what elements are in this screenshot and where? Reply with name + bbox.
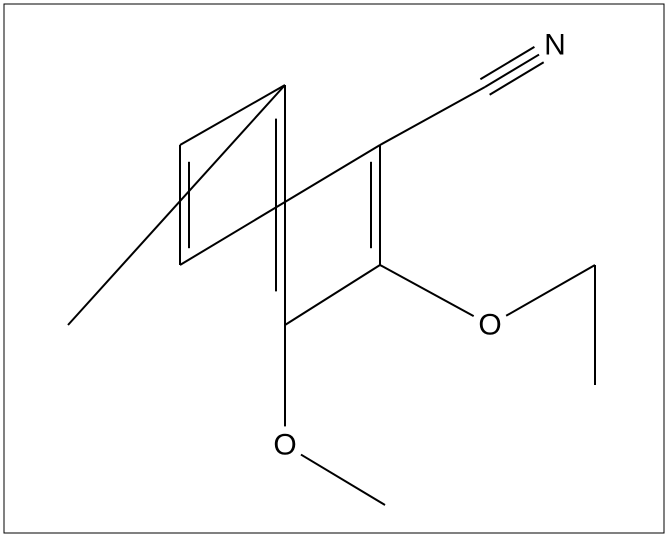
oxygen-methoxy-label: O: [273, 429, 296, 462]
molecule-canvas: O O N: [0, 0, 668, 537]
bond-layer: [68, 47, 595, 505]
atom-layer: O O N: [273, 29, 566, 462]
nitrogen-label: N: [544, 29, 566, 62]
oxygen-ethoxy-label: O: [478, 309, 501, 342]
figure-border: [4, 4, 664, 533]
